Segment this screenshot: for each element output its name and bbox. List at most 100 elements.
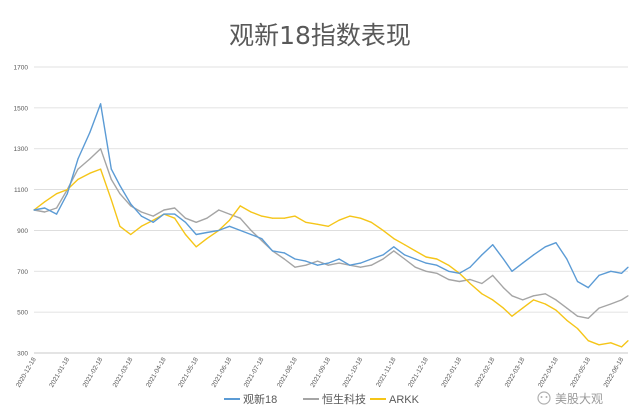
data-point: [44, 211, 46, 213]
data-point: [349, 215, 351, 217]
data-point: [598, 344, 600, 346]
x-tick-label: 2021-08-18: [276, 356, 299, 389]
data-point: [621, 299, 623, 301]
data-point: [414, 250, 416, 252]
data-point: [250, 211, 252, 213]
data-point: [184, 233, 187, 236]
data-point: [228, 225, 231, 227]
data-point: [66, 189, 68, 191]
data-point: [404, 244, 406, 246]
data-point: [239, 205, 241, 207]
data-point: [502, 287, 504, 289]
y-tick-label: 1100: [14, 187, 28, 194]
x-tick-label: 2021-01-18: [48, 356, 71, 389]
chart-title: 观新18指数表现: [229, 21, 411, 50]
data-point: [522, 299, 524, 301]
data-point: [404, 254, 406, 256]
data-point: [448, 278, 450, 281]
wechat-icon: [537, 391, 551, 405]
data-point: [206, 217, 208, 219]
data-point: [89, 158, 91, 160]
data-point: [56, 213, 58, 215]
data-point: [382, 254, 384, 256]
x-tick-label: 2021-09-18: [309, 356, 332, 389]
data-point: [294, 266, 296, 268]
data-point: [436, 258, 438, 260]
data-point: [425, 262, 427, 264]
x-tick-label: 2022-04-18: [537, 356, 560, 389]
data-point: [566, 258, 568, 260]
data-point: [239, 229, 241, 231]
data-point: [77, 158, 79, 160]
data-point: [140, 215, 142, 217]
legend: 观新18 恒生科技 ARKK: [224, 392, 420, 406]
data-point: [359, 217, 362, 219]
x-tick-label: 2021-11-18: [375, 356, 398, 388]
data-point: [174, 217, 176, 219]
data-point: [414, 258, 416, 260]
data-point: [532, 299, 535, 301]
data-point: [404, 258, 406, 260]
data-point: [448, 264, 450, 266]
data-point: [627, 340, 629, 342]
data-point: [119, 193, 121, 195]
data-point: [206, 231, 208, 234]
data-point: [349, 264, 351, 266]
x-tick-label: 2021-10-18: [342, 356, 365, 389]
data-point: [283, 252, 285, 254]
data-point: [481, 293, 483, 295]
data-point: [152, 215, 154, 217]
y-axis: 300 500 700 900 1100 1300 1500 1700: [14, 65, 29, 358]
data-point: [283, 217, 285, 219]
x-tick-label: 2021-04-18: [145, 356, 168, 389]
data-point: [184, 221, 187, 223]
data-point: [56, 193, 58, 195]
data-point: [481, 254, 483, 256]
data-point: [110, 168, 112, 170]
data-point: [393, 246, 395, 248]
data-point: [195, 221, 197, 223]
data-point: [152, 221, 154, 223]
data-point: [305, 260, 307, 262]
data-point: [502, 258, 504, 260]
data-point: [627, 266, 629, 268]
data-point: [100, 148, 102, 150]
data-point: [610, 342, 612, 344]
data-point: [100, 168, 102, 170]
data-point: [218, 209, 220, 211]
wechat-icon-eye: [540, 396, 543, 398]
data-point: [140, 211, 142, 213]
x-axis: 2020-12-18 2021-01-18 2021-02-18 2021-03-18…: [15, 352, 628, 389]
data-point: [77, 168, 79, 170]
legend-label: ARKK: [389, 394, 420, 406]
data-point: [469, 278, 471, 281]
watermark-text: 美股大观: [555, 392, 603, 406]
legend-label: 观新18: [243, 392, 277, 406]
data-point: [338, 219, 340, 221]
data-point: [33, 209, 35, 211]
legend-label: 恒生科技: [322, 392, 366, 406]
y-tick-label: 1300: [14, 146, 29, 153]
data-point: [448, 270, 450, 272]
data-point: [425, 256, 427, 258]
data-point: [66, 193, 68, 195]
data-point: [195, 233, 197, 236]
data-point: [44, 201, 46, 203]
data-point: [436, 272, 438, 274]
x-tick-label: 2021-12-18: [407, 356, 430, 389]
data-point: [56, 207, 58, 209]
data-point: [502, 307, 504, 309]
data-point: [436, 264, 438, 266]
data-point: [566, 319, 568, 321]
wechat-icon-eye: [545, 396, 548, 398]
data-point: [492, 274, 494, 276]
gridlines: [34, 66, 628, 354]
x-tick-label: 2022-01-18: [440, 356, 463, 389]
data-point: [492, 299, 494, 301]
data-point: [370, 221, 372, 223]
data-point: [174, 213, 176, 215]
y-tick-label: 1500: [14, 105, 29, 112]
x-tick-label: 2021-03-18: [112, 356, 135, 389]
data-point: [110, 178, 112, 180]
x-tick-label: 2021-07-18: [243, 356, 266, 389]
